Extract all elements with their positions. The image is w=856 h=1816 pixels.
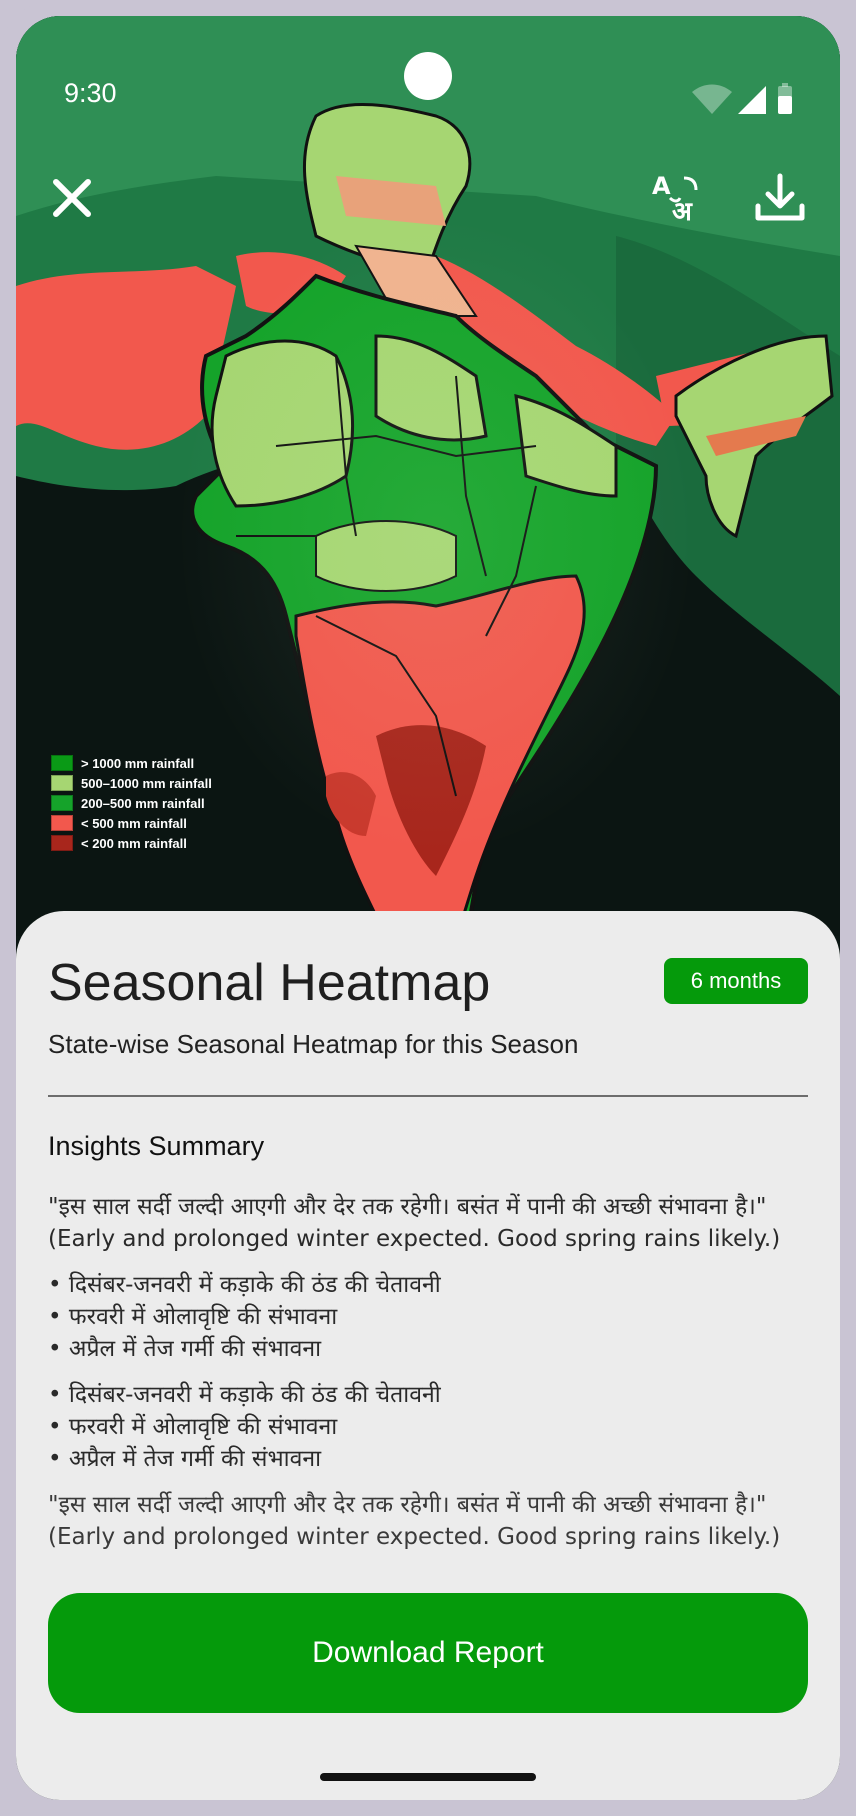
page-subtitle: State-wise Seasonal Heatmap for this Sea… [48,1029,579,1059]
list-item: • अप्रैल में तेज गर्मी की संभावना [48,1446,322,1472]
bottom-sheet: Seasonal Heatmap 6 months State-wise Sea… [16,911,840,1800]
divider [48,1095,808,1097]
legend-swatch [51,775,73,791]
duration-badge: 6 months [664,958,808,1004]
legend-item: 200–500 mm rainfall [51,793,212,813]
legend-label: < 200 mm rainfall [81,835,187,851]
legend-swatch [51,755,73,771]
insight-paragraph-repeat: "इस साल सर्दी जल्दी आएगी और देर तक रहेगी… [48,1492,781,1550]
svg-text:अ: अ [672,197,693,226]
legend-item: 500–1000 mm rainfall [51,773,212,793]
legend-swatch [51,795,73,811]
screen: 9:30 [16,16,840,1800]
translate-icon: A अ [652,172,698,226]
list-item: • दिसंबर-जनवरी में कड़ाके की ठंड की चेता… [48,1382,441,1408]
home-indicator[interactable] [320,1773,536,1781]
wifi-icon [692,84,732,114]
translate-button[interactable]: A अ [646,166,710,230]
legend-item: < 200 mm rainfall [51,833,212,853]
signal-icon [738,86,766,114]
legend-label: 500–1000 mm rainfall [81,775,212,791]
close-button[interactable] [40,166,104,230]
status-icons [690,82,800,116]
legend-label: 200–500 mm rainfall [81,795,205,811]
legend-label: > 1000 mm rainfall [81,755,195,771]
legend-item: > 1000 mm rainfall [51,753,212,773]
insight-bullets: • दिसंबर-जनवरी में कड़ाके की ठंड की चेता… [48,1269,788,1365]
page-title: Seasonal Heatmap [48,954,491,1012]
battery-icon [778,83,792,114]
list-item: • अप्रैल में तेज गर्मी की संभावना [48,1336,322,1362]
status-bar: 9:30 [16,16,840,126]
map-legend: > 1000 mm rainfall 500–1000 mm rainfall … [51,753,212,853]
svg-text:A: A [652,172,671,200]
insight-paragraph: "इस साल सर्दी जल्दी आएगी और देर तक रहेगी… [48,1194,781,1252]
heatmap-map [16,16,840,936]
list-item: • फरवरी में ओलावृष्टि की संभावना [48,1304,338,1330]
legend-swatch [51,815,73,831]
list-item: • दिसंबर-जनवरी में कड़ाके की ठंड की चेता… [48,1272,441,1298]
india-heatmap-illustration [16,16,840,936]
legend-label: < 500 mm rainfall [81,815,187,831]
close-icon [53,179,91,217]
list-item: • फरवरी में ओलावृष्टि की संभावना [48,1414,338,1440]
front-camera [404,52,452,100]
status-time: 9:30 [64,78,117,108]
legend-swatch [51,835,73,851]
download-icon [755,173,805,221]
legend-item: < 500 mm rainfall [51,813,212,833]
download-icon-button[interactable] [748,166,812,230]
insights-heading: Insights Summary [48,1131,265,1161]
insight-bullets-repeat: • दिसंबर-जनवरी में कड़ाके की ठंड की चेता… [48,1379,788,1475]
download-report-button[interactable]: Download Report [48,1593,808,1713]
insights-content: "इस साल सर्दी जल्दी आएगी और देर तक रहेगी… [48,1191,788,1567]
